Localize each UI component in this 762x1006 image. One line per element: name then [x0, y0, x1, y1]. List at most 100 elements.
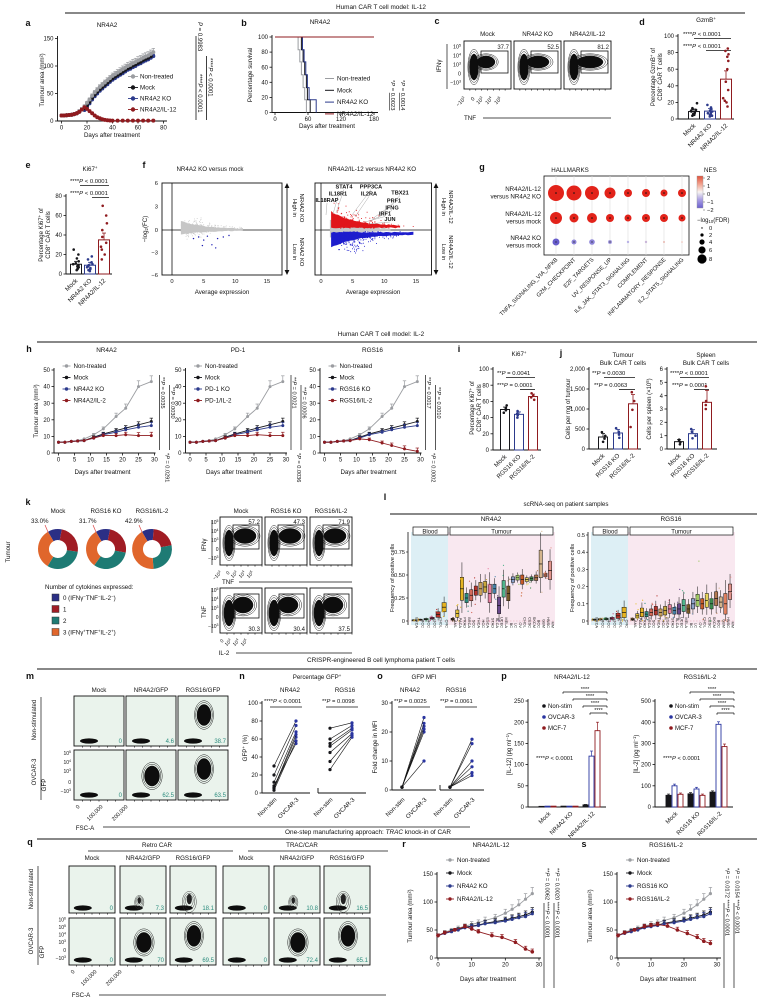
- svg-text:CESC: CESC: [707, 617, 712, 628]
- svg-text:Frequency of positive cells: Frequency of positive cells: [390, 544, 396, 612]
- svg-text:0: 0: [178, 451, 182, 457]
- svg-text:38.7: 38.7: [214, 739, 226, 745]
- svg-text:4.6: 4.6: [166, 739, 175, 745]
- svg-text:10: 10: [648, 963, 655, 969]
- svg-text:0: 0: [323, 458, 327, 464]
- svg-text:5: 5: [660, 380, 664, 386]
- svg-text:Non-stim: Non-stim: [675, 704, 699, 710]
- svg-text:Tumour area (mm²): Tumour area (mm²): [407, 889, 414, 942]
- svg-text:0: 0: [264, 906, 268, 912]
- svg-text:NR4A2: NR4A2: [96, 347, 117, 354]
- svg-text:40: 40: [309, 385, 316, 391]
- svg-text:10: 10: [381, 759, 388, 765]
- svg-text:NR4A2 KO: NR4A2 KO: [74, 386, 105, 393]
- svg-text:2: 2: [63, 618, 67, 625]
- svg-text:NR4A2/GFP: NR4A2/GFP: [134, 687, 168, 694]
- svg-text:RGS16/IL-2: RGS16/IL-2: [136, 508, 169, 515]
- svg-text:Mock: Mock: [340, 375, 356, 382]
- svg-text:0: 0: [110, 958, 114, 964]
- svg-text:****: ****: [708, 687, 717, 693]
- svg-text:Days after treatment: Days after treatment: [460, 976, 516, 983]
- svg-text:Mock: Mock: [337, 87, 353, 94]
- svg-text:Mock: Mock: [85, 855, 101, 862]
- svg-text:IFNγ: IFNγ: [436, 59, 443, 73]
- svg-text:0: 0: [75, 804, 81, 810]
- svg-text:2,000: 2,000: [570, 367, 586, 373]
- svg-text:NR4A2 KO: NR4A2 KO: [510, 235, 541, 242]
- svg-text:Mock: Mock: [637, 870, 653, 877]
- svg-text:Bulk CAR T cells: Bulk CAR T cells: [683, 360, 729, 367]
- svg-text:RGS16/IL-2: RGS16/IL-2: [637, 896, 670, 903]
- svg-text:20: 20: [55, 253, 62, 259]
- svg-text:69.5: 69.5: [202, 958, 214, 964]
- svg-text:RGS16/GFP: RGS16/GFP: [186, 687, 221, 694]
- svg-text:0: 0: [155, 228, 158, 234]
- svg-text:−103: −103: [208, 555, 218, 562]
- svg-text:Cells per mg of tumour: Cells per mg of tumour: [566, 379, 572, 440]
- svg-text:0: 0: [219, 638, 225, 644]
- svg-text:1,000: 1,000: [570, 407, 586, 413]
- svg-text:RCC: RCC: [601, 620, 606, 629]
- svg-text:TNF: TNF: [201, 606, 208, 618]
- svg-text:BLCA: BLCA: [495, 618, 500, 629]
- svg-text:NR4A2 KO: NR4A2 KO: [522, 31, 553, 38]
- svg-text:TBX21: TBX21: [391, 191, 408, 197]
- svg-text:10: 10: [43, 435, 50, 441]
- svg-text:105: 105: [211, 587, 219, 594]
- svg-text:0: 0: [50, 119, 54, 125]
- svg-text:NR4A2/IL-12: NR4A2/IL-12: [447, 190, 453, 224]
- svg-text:71.9: 71.9: [338, 520, 350, 526]
- svg-text:****P < 0.0001: ****P < 0.0001: [536, 756, 573, 762]
- svg-text:d: d: [639, 17, 645, 27]
- svg-text:Retro CAR: Retro CAR: [142, 842, 172, 849]
- svg-text:50: 50: [175, 368, 182, 374]
- svg-text:30.4: 30.4: [293, 627, 305, 633]
- svg-text:Blood: Blood: [602, 530, 617, 536]
- svg-text:40: 40: [175, 385, 182, 391]
- svg-text:o: o: [377, 671, 383, 681]
- svg-text:0: 0: [319, 279, 322, 285]
- svg-text:Percentage Ki67+ of: Percentage Ki67+ of: [468, 381, 476, 435]
- svg-text:Fold change in MFI: Fold change in MFI: [372, 720, 379, 773]
- svg-text:4: 4: [709, 240, 713, 246]
- svg-text:OVCAR-3: OVCAR-3: [548, 715, 575, 721]
- svg-text:3: 3: [155, 205, 158, 211]
- svg-text:31.7%: 31.7%: [79, 518, 97, 525]
- svg-text:Mock: Mock: [74, 375, 90, 382]
- svg-text:1: 1: [63, 607, 67, 614]
- svg-text:GFP MFI: GFP MFI: [412, 674, 437, 681]
- svg-text:***P = 0.0001: ***P = 0.0001: [497, 383, 533, 389]
- svg-text:0: 0: [188, 458, 192, 464]
- svg-text:0.5: 0.5: [577, 533, 585, 539]
- svg-text:0: 0: [225, 570, 231, 576]
- svg-text:UCEC: UCEC: [500, 617, 505, 628]
- svg-text:****: ****: [586, 694, 595, 700]
- svg-text:Non-treated: Non-treated: [340, 363, 373, 370]
- svg-text:Ki67+: Ki67+: [512, 350, 527, 358]
- svg-text:BC: BC: [509, 623, 514, 629]
- svg-text:NR4A2 KO: NR4A2 KO: [337, 99, 368, 106]
- svg-text:TRAC/CAR: TRAC/CAR: [286, 842, 318, 849]
- svg-text:RGS16/IL-2: RGS16/IL-2: [684, 674, 717, 681]
- svg-text:150: 150: [514, 742, 525, 748]
- svg-text:****P < 0.0001: ****P < 0.0001: [683, 32, 721, 38]
- svg-text:6: 6: [709, 248, 712, 254]
- svg-text:FSC-A: FSC-A: [72, 992, 91, 999]
- svg-text:103: 103: [211, 605, 219, 612]
- svg-text:25: 25: [267, 458, 274, 464]
- svg-text:i: i: [458, 344, 461, 354]
- svg-text:0 (IFNγ−TNF−IL-2−): 0 (IFNγ−TNF−IL-2−): [63, 594, 116, 602]
- svg-text:40: 40: [482, 416, 489, 422]
- svg-text:40: 40: [251, 755, 258, 761]
- svg-text:104: 104: [211, 528, 219, 535]
- svg-text:c: c: [434, 16, 439, 26]
- svg-text:Days after treatment: Days after treatment: [299, 123, 355, 130]
- svg-text:scRNA-seq on patient samples: scRNA-seq on patient samples: [524, 501, 609, 508]
- svg-text:80: 80: [55, 194, 62, 200]
- svg-text:**P = 0.0030: **P = 0.0030: [592, 371, 626, 377]
- svg-text:Days after treatment: Days after treatment: [84, 132, 140, 139]
- svg-text:SKCM: SKCM: [712, 617, 717, 628]
- svg-text:SCC: SCC: [652, 620, 657, 628]
- svg-text:100: 100: [423, 900, 434, 906]
- svg-text:Frequency of positive cells: Frequency of positive cells: [570, 544, 576, 612]
